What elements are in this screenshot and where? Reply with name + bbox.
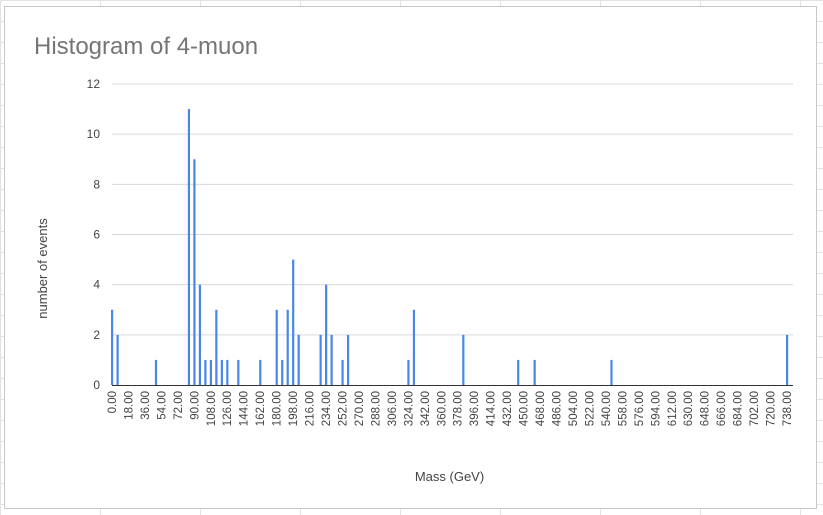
x-tick-label: 630.00 — [683, 391, 695, 426]
y-axis-label: number of events — [35, 218, 50, 319]
x-tick-label: 144.00 — [239, 391, 251, 426]
x-tick-label: 216.00 — [305, 391, 317, 426]
histogram-bar[interactable] — [319, 334, 322, 385]
x-tick-label: 108.00 — [206, 391, 218, 426]
x-tick-label: 594.00 — [650, 391, 662, 426]
x-tick-label: 504.00 — [568, 391, 580, 426]
x-tick-label: 468.00 — [535, 391, 547, 426]
x-tick-label: 18.00 — [123, 391, 135, 420]
x-tick-label: 450.00 — [519, 391, 531, 426]
histogram-bar[interactable] — [462, 334, 465, 385]
x-tick-label: 522.00 — [584, 391, 596, 426]
x-tick-label: 198.00 — [288, 391, 300, 426]
histogram-bar[interactable] — [220, 359, 223, 385]
x-tick-label: 180.00 — [272, 391, 284, 426]
histogram-bar[interactable] — [111, 309, 114, 385]
x-tick-label: 270.00 — [354, 391, 366, 426]
x-tick-label: 0.00 — [107, 391, 119, 413]
x-axis-label: Mass (GeV) — [415, 469, 484, 484]
histogram-bar[interactable] — [259, 359, 262, 385]
histogram-bar[interactable] — [215, 309, 218, 385]
y-tick-label: 10 — [87, 127, 101, 141]
x-tick-label: 612.00 — [667, 391, 679, 426]
x-tick-label: 720.00 — [766, 391, 778, 426]
histogram-bar[interactable] — [517, 359, 520, 385]
x-tick-label: 540.00 — [601, 391, 613, 426]
histogram-bar[interactable] — [154, 359, 158, 385]
x-tick-label: 576.00 — [634, 391, 646, 426]
histogram-bar[interactable] — [786, 334, 789, 385]
x-tick-label: 54.00 — [156, 391, 168, 420]
histogram-bar[interactable] — [330, 334, 333, 385]
histogram-bar[interactable] — [325, 284, 328, 385]
x-tick-label: 72.00 — [173, 391, 185, 420]
histogram-bar[interactable] — [292, 259, 295, 385]
x-tick-label: 342.00 — [420, 391, 432, 426]
x-tick-label: 648.00 — [700, 391, 712, 426]
x-tick-label: 126.00 — [222, 391, 234, 426]
x-tick-label: 684.00 — [733, 391, 745, 426]
x-tick-label: 288.00 — [370, 391, 382, 426]
x-tick-label: 324.00 — [403, 391, 415, 426]
y-tick-label: 0 — [93, 378, 100, 392]
histogram-bar[interactable] — [193, 159, 196, 385]
x-tick-label: 360.00 — [436, 391, 448, 426]
histogram-bar[interactable] — [610, 359, 613, 385]
x-tick-label: 486.00 — [552, 391, 564, 426]
x-tick-label: 738.00 — [782, 391, 794, 426]
histogram-bar[interactable] — [187, 109, 191, 385]
histogram-bar[interactable] — [407, 359, 410, 385]
x-tick-label: 306.00 — [387, 391, 399, 426]
x-tick-label: 36.00 — [140, 391, 152, 420]
histogram-bars — [111, 109, 789, 385]
x-tick-label: 234.00 — [321, 391, 333, 426]
histogram-bar[interactable] — [286, 309, 289, 385]
x-tick-label: 252.00 — [337, 391, 349, 426]
x-tick-label: 162.00 — [255, 391, 267, 426]
y-tick-label: 4 — [93, 278, 100, 292]
histogram-bar[interactable] — [281, 359, 284, 385]
y-tick-label: 2 — [93, 328, 100, 342]
histogram-bar[interactable] — [198, 284, 202, 385]
histogram-bar[interactable] — [533, 359, 536, 385]
histogram-bar[interactable] — [237, 359, 240, 385]
chart-container[interactable]: Histogram of 4-muon 0 2 4 6 8 10 12 0.00 18.00 3… — [4, 6, 817, 509]
histogram-bar[interactable] — [275, 309, 278, 385]
y-tick-label: 12 — [87, 77, 101, 91]
histogram-bar[interactable] — [341, 359, 344, 385]
y-axis-ticks: 0 2 4 6 8 10 12 — [87, 77, 101, 392]
x-tick-label: 666.00 — [716, 391, 728, 426]
histogram-bar[interactable] — [204, 359, 207, 385]
histogram-bar[interactable] — [412, 309, 416, 385]
y-tick-label: 6 — [93, 228, 100, 242]
x-tick-label: 396.00 — [469, 391, 481, 426]
x-axis-ticks: 0.00 18.00 36.00 54.00 72.00 90.00 108.00 126.0… — [107, 391, 794, 426]
gridlines — [112, 83, 793, 336]
x-tick-label: 414.00 — [486, 391, 498, 426]
histogram-bar[interactable] — [297, 334, 300, 385]
histogram-bar[interactable] — [116, 334, 119, 385]
histogram-bar[interactable] — [209, 359, 212, 385]
x-tick-label: 432.00 — [502, 391, 514, 426]
x-tick-label: 558.00 — [617, 391, 629, 426]
chart-title: Histogram of 4-muon — [34, 33, 259, 60]
y-tick-label: 8 — [93, 177, 100, 191]
histogram-bar[interactable] — [346, 334, 350, 385]
histogram-plot: 0 2 4 6 8 10 12 0.00 18.00 36.00 54.00 72.00 90.00 1… — [35, 77, 794, 484]
x-tick-label: 378.00 — [453, 391, 465, 426]
histogram-bar[interactable] — [226, 359, 229, 385]
x-tick-label: 702.00 — [749, 391, 761, 426]
x-tick-label: 90.00 — [189, 391, 201, 420]
